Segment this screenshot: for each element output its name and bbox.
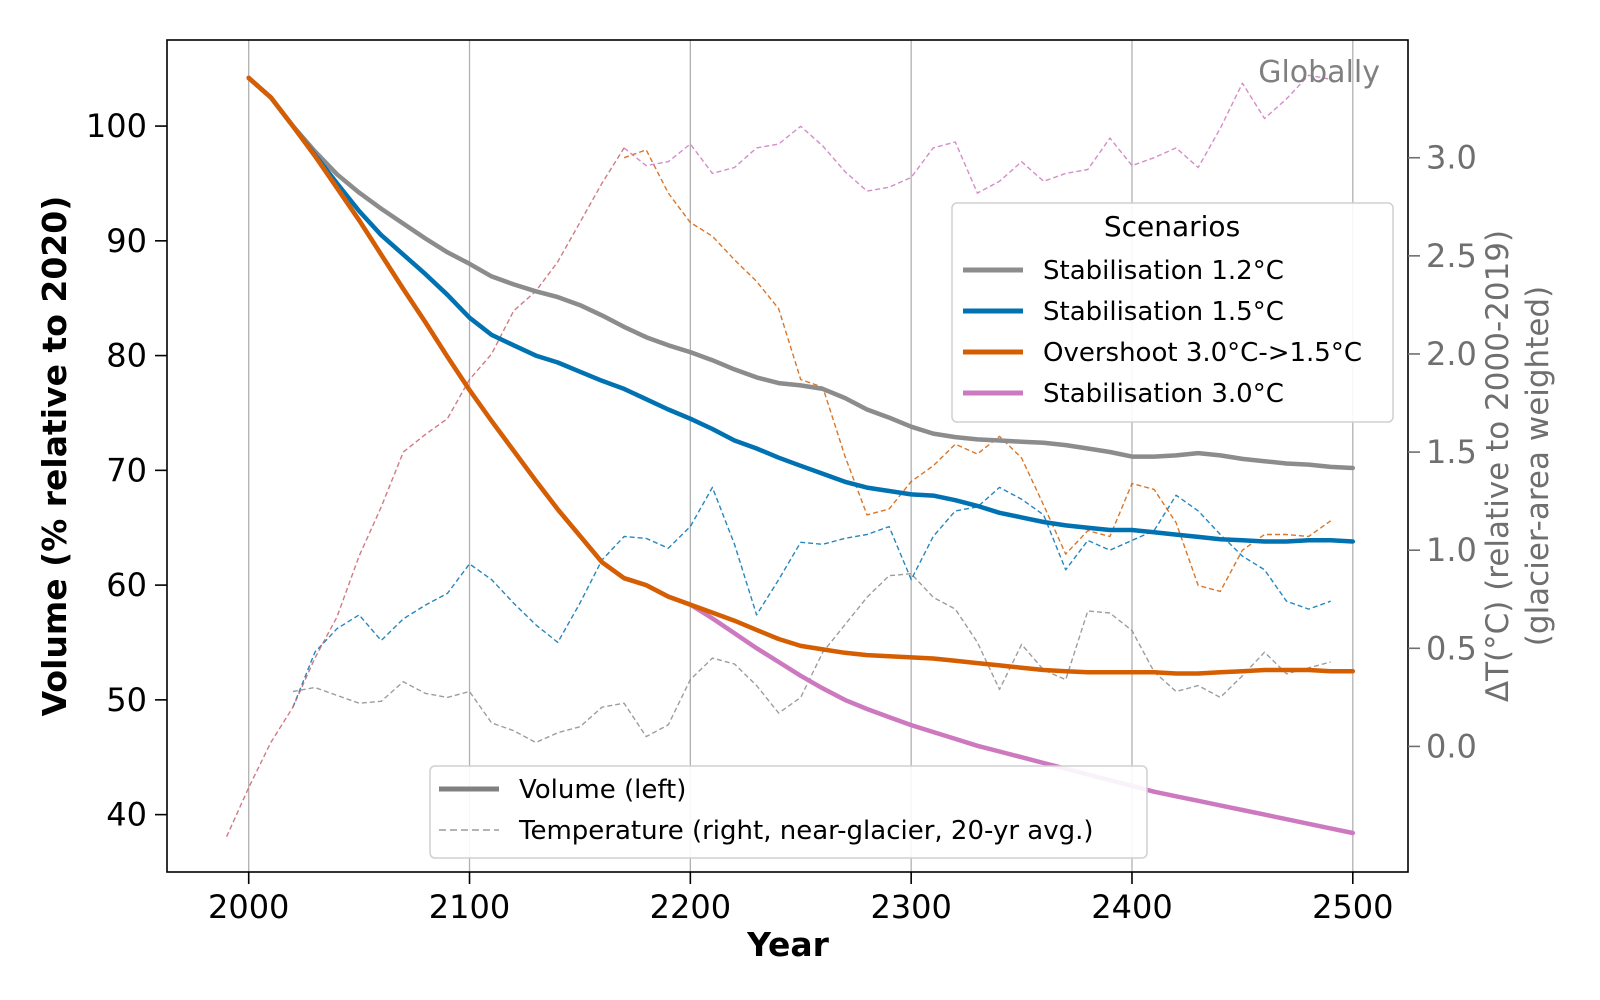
- x-axis-title: Year: [746, 925, 830, 964]
- x-tick-label-2100: 2100: [429, 888, 510, 926]
- y-left-tick-label-60: 60: [106, 566, 147, 604]
- volume-legend-label: Volume (left): [519, 775, 686, 805]
- y-left-tick-label-100: 100: [86, 107, 147, 145]
- volume-line-stabilisation-1-5-c: [246, 75, 1356, 544]
- y-right-tick-label-6: 3.0: [1426, 139, 1477, 177]
- plot-frame: [166, 39, 1409, 873]
- y-left-tick-label-40: 40: [106, 796, 147, 834]
- scenario-legend: Scenarios Stabilisation 1.2°C Stabilisati…: [951, 202, 1394, 423]
- y-right-tick-label-0: 0.0: [1426, 727, 1477, 765]
- temperature-line-overshoot-3-0-c-1-5-c: [623, 149, 1332, 593]
- style-legend: Volume (left) Temperature (right, near-g…: [429, 765, 1148, 859]
- x-axis: 2000 2100 2200 2300 2400 2500: [208, 872, 1394, 926]
- legend-label-stabilisation-1-2-c: Stabilisation 1.2°C: [1043, 256, 1284, 286]
- y-right-tick-label-2: 1.0: [1426, 531, 1477, 569]
- y-left-tick-label-90: 90: [106, 222, 147, 260]
- y-axis-left: 40 50 60 70 80 90 100: [86, 107, 167, 834]
- temperature-line-stabilisation-1-2-c: [292, 573, 1331, 744]
- x-tick-label-2000: 2000: [208, 888, 289, 926]
- y-axis-right-title-line-2: (glacier-area weighted): [1520, 286, 1556, 646]
- legend-label-overshoot-3-0-c-1-5-c: Overshoot 3.0°C->1.5°C: [1043, 338, 1362, 368]
- y-left-tick-label-80: 80: [106, 337, 147, 375]
- volume-lines: [246, 75, 1356, 836]
- globally-annotation: Globally: [1258, 55, 1380, 90]
- temperature-line-stabilisation-3-0-c: [623, 74, 1331, 194]
- y-axis-right-title: ΔT(°C) (relative to 2000-2019) (glacier-a…: [1480, 230, 1556, 702]
- volume-line-stabilisation-1-2-c: [246, 75, 1356, 471]
- temperature-line-stabilisation-1-5-c: [292, 486, 1331, 708]
- temperature-lines: [225, 74, 1332, 837]
- y-axis-left-title: Volume (% relative to 2020): [35, 196, 74, 717]
- x-tick-label-2200: 2200: [650, 888, 731, 926]
- y-right-tick-label-3: 1.5: [1426, 433, 1477, 471]
- scenario-legend-box: [951, 202, 1394, 423]
- temperature-legend-label: Temperature (right, near-glacier, 20-yr …: [518, 816, 1094, 846]
- y-axis-right-title-line-1: ΔT(°C) (relative to 2000-2019): [1480, 230, 1516, 702]
- y-axis-right: 0.0 0.5 1.0 1.5 2.0 2.5 3.0: [1408, 139, 1477, 765]
- x-tick-label-2400: 2400: [1091, 888, 1172, 926]
- scenario-legend-title: Scenarios: [1104, 210, 1240, 243]
- volume-line-overshoot-3-0-c-1-5-c: [246, 75, 1356, 676]
- y-left-tick-label-70: 70: [106, 451, 147, 489]
- x-tick-label-2500: 2500: [1312, 888, 1393, 926]
- x-tick-label-2300: 2300: [870, 888, 951, 926]
- legend-label-stabilisation-3-0-c: Stabilisation 3.0°C: [1043, 379, 1284, 409]
- y-right-tick-label-1: 0.5: [1426, 629, 1477, 667]
- y-left-tick-label-50: 50: [106, 681, 147, 719]
- legend-label-stabilisation-1-5-c: Stabilisation 1.5°C: [1043, 297, 1284, 327]
- temperature-line-early-temperature: [225, 147, 625, 837]
- style-legend-box: [429, 765, 1148, 859]
- y-right-tick-label-5: 2.5: [1426, 237, 1477, 275]
- y-right-tick-label-4: 2.0: [1426, 335, 1477, 373]
